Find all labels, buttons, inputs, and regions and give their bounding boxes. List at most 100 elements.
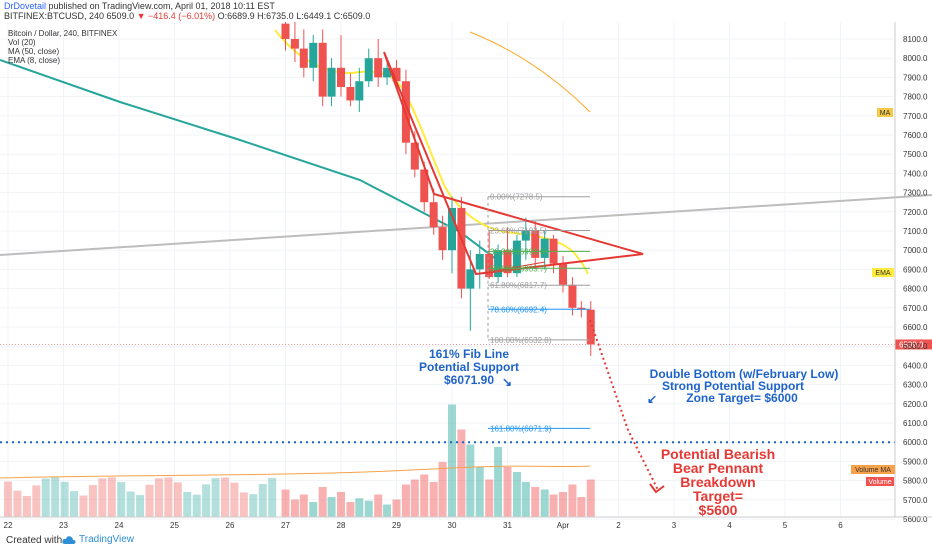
- volume-bar: [392, 499, 401, 517]
- ma-long-line: [469, 31, 591, 113]
- ema8-line: [274, 29, 589, 275]
- candle-body: [438, 227, 447, 251]
- legend-ema: EMA (8, close): [8, 56, 60, 65]
- volume-bar: [521, 482, 530, 517]
- volume-bar: [290, 499, 299, 517]
- candle-body: [355, 81, 364, 101]
- volume-bar: [164, 477, 173, 517]
- bear-annotation: Potential Bearish Bear Pennant Breakdown…: [661, 446, 775, 518]
- fib-level-label: 38.20%(6993.6): [490, 247, 547, 256]
- candle-body: [410, 142, 419, 170]
- created-with-text: Created with: [6, 535, 63, 546]
- trend-line: [0, 194, 932, 256]
- y-tick-label: 8100.0: [903, 35, 928, 44]
- volume-bar: [211, 478, 220, 517]
- candle-body: [559, 263, 567, 285]
- y-tick-label: 5600.0: [903, 515, 928, 524]
- last-price-label: 6509.0: [899, 340, 924, 349]
- bear-line2: Bear Pennant: [673, 460, 764, 476]
- ma-badge-label: MA: [880, 110, 891, 117]
- volume-bar: [503, 467, 512, 517]
- y-tick-label: 6000.0: [903, 438, 928, 447]
- volume-bar: [549, 494, 558, 517]
- volume-bar: [466, 444, 475, 517]
- y-tick-label: 7500.0: [903, 150, 928, 159]
- volume-ma-badge: [851, 465, 895, 474]
- fib-level-label: 100.00%(6532.8): [490, 336, 552, 345]
- volume-bar: [202, 484, 211, 517]
- volume-bar: [355, 498, 364, 517]
- volume-bar: [559, 492, 567, 517]
- candle-body: [299, 48, 308, 68]
- volume-bar: [586, 479, 595, 517]
- volume-bar: [410, 479, 419, 517]
- publish-text: published on TradingView.com, April 01, …: [48, 1, 275, 11]
- close-text: C:6509.0: [333, 11, 371, 21]
- change-text: −416.4 (−6.01%): [148, 11, 216, 21]
- volume-bar: [429, 482, 438, 517]
- candle-body: [429, 202, 438, 228]
- fib-level-label: 23.60%(7102.5): [490, 227, 547, 236]
- volume-bar: [364, 500, 373, 517]
- volume-bar: [4, 481, 12, 517]
- volume-bar: [494, 447, 503, 517]
- candle-body: [374, 58, 383, 78]
- volume-bar: [136, 495, 145, 517]
- y-tick-label: 6600.0: [903, 323, 928, 332]
- x-tick-label: 29: [392, 521, 401, 530]
- candle-body: [383, 67, 392, 78]
- x-tick-label: Apr: [557, 521, 570, 530]
- candle-body: [568, 284, 577, 308]
- tradingview-logo[interactable]: TradingView: [62, 534, 134, 545]
- candle-body: [512, 240, 521, 274]
- legend-ma: MA (50, close): [8, 47, 59, 56]
- ohlc-line: BITFINEX:BTCUSD, 240 6509.0 ▼ −416.4 (−6…: [4, 11, 370, 21]
- volume-bar: [327, 497, 336, 517]
- candle-body: [521, 231, 530, 241]
- projection-arrowhead: [649, 483, 665, 494]
- x-tick-label: 22: [4, 521, 13, 530]
- volume-bar: [70, 491, 79, 517]
- volume-bar: [457, 429, 466, 517]
- fib161-line2: Potential Support: [419, 360, 519, 374]
- x-tick-label: 27: [281, 521, 290, 530]
- last-price-badge: [895, 339, 932, 350]
- y-tick-label: 5800.0: [903, 477, 928, 486]
- down-left-arrow-icon: ↙: [647, 392, 657, 406]
- candle-body: [457, 207, 466, 289]
- ema-badge: [872, 268, 894, 277]
- candle-body: [318, 42, 327, 97]
- volume-bar: [51, 477, 60, 517]
- candle-body: [531, 231, 540, 258]
- candle-body: [309, 42, 318, 68]
- volume-bar: [192, 494, 201, 517]
- ma-badge: [877, 108, 893, 117]
- cloud-icon: [62, 535, 76, 544]
- volume-bar: [299, 494, 308, 517]
- fib161-annotation: 161% Fib Line Potential Support $6071.90…: [419, 347, 519, 389]
- volume-bar: [346, 502, 355, 517]
- chart-grid: [0, 22, 895, 520]
- fib-level-label: 161.80%(6071.9): [490, 424, 552, 433]
- candle-body: [475, 254, 484, 270]
- price-chart[interactable]: 6509.0 0.00%(7278.5) 23.60%(7102.5) 38.20%(…: [0, 22, 932, 532]
- bear-line3: Breakdown: [680, 474, 755, 490]
- brand-text: TradingView: [79, 534, 135, 545]
- y-tick-label: 5900.0: [903, 457, 928, 466]
- candle-body: [327, 67, 336, 97]
- bear-pennant: [383, 51, 644, 276]
- candle-body: [586, 309, 595, 345]
- volume-bar: [401, 484, 410, 517]
- volume-bar: [568, 484, 577, 517]
- volume-bar: [107, 477, 116, 517]
- volume-bar: [438, 462, 447, 517]
- fib-level-label: 50.00%(6905.7): [490, 264, 547, 273]
- volume-bar: [318, 487, 327, 517]
- author-link[interactable]: DrDovetail: [4, 1, 47, 11]
- volume-bar: [88, 485, 97, 517]
- x-tick-label: 3: [672, 521, 677, 530]
- chart-header: DrDovetail published on TradingView.com,…: [0, 0, 932, 22]
- candle-body: [337, 67, 345, 87]
- high-text: H:6735.0: [257, 11, 294, 21]
- legend: Bitcoin / Dollar, 240, BITFINEX Vol (20)…: [8, 29, 118, 65]
